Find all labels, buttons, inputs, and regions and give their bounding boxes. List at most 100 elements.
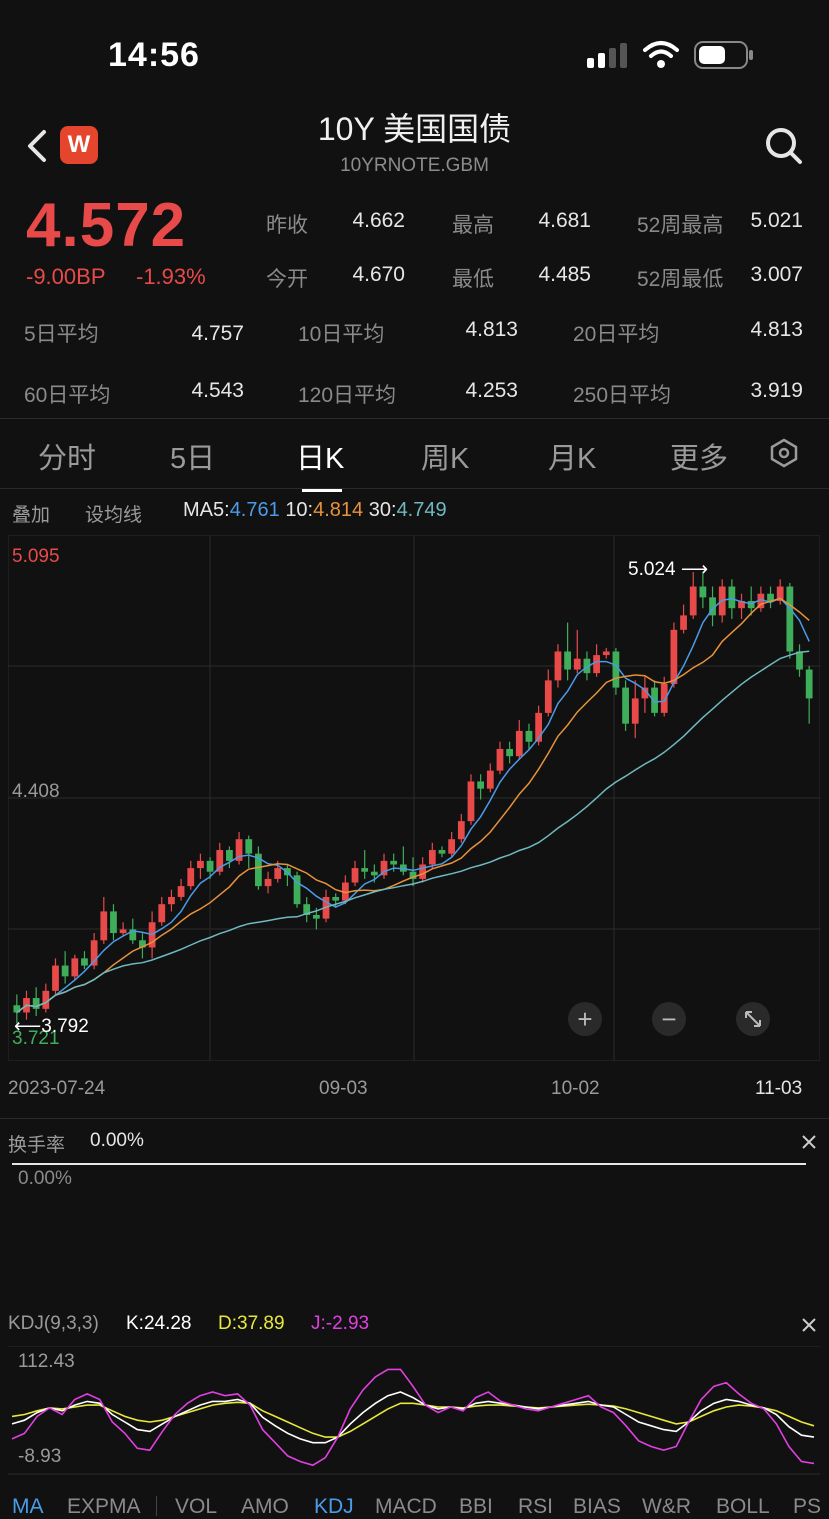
close-kdj-icon[interactable]: [800, 1316, 818, 1334]
candlestick-chart[interactable]: [8, 535, 820, 1061]
ind-tab-macd[interactable]: MACD: [375, 1495, 437, 1518]
w52-low-label: 52周最低: [637, 268, 724, 291]
overlay-button[interactable]: 叠加: [12, 505, 51, 526]
candle: [680, 604, 687, 634]
page-subtitle: 10YRNOTE.GBM: [340, 155, 489, 176]
ind-tab-wr[interactable]: W&R: [642, 1495, 691, 1518]
ma30-value: 4.749: [396, 499, 447, 521]
kdj-d-value: D:37.89: [218, 1313, 285, 1334]
candle: [486, 763, 494, 793]
y-axis-mid: 4.408: [12, 781, 60, 802]
back-icon[interactable]: [24, 128, 50, 164]
avg-5-value: 4.757: [191, 322, 244, 345]
settings-icon[interactable]: [770, 438, 798, 468]
ind-tab-expma[interactable]: EXPMA: [67, 1495, 141, 1518]
avg-120-value: 4.253: [465, 379, 518, 402]
max-marker: 5.024 ⟶: [628, 559, 709, 580]
candle: [535, 705, 542, 746]
turnover-label: 换手率: [8, 1135, 66, 1156]
ind-tab-boll[interactable]: BOLL: [716, 1495, 770, 1518]
high-value: 4.681: [538, 209, 591, 232]
tab-monthly-k[interactable]: 月K: [548, 443, 597, 475]
candle: [206, 857, 214, 879]
ma5-line: [16, 597, 810, 1014]
avg-10-value: 4.813: [465, 318, 518, 341]
page-title: 10Y 美国国债: [317, 111, 512, 147]
candle: [496, 741, 504, 775]
candle: [554, 644, 562, 688]
candle: [699, 572, 707, 609]
ind-tab-ma[interactable]: MA: [12, 1495, 44, 1518]
candle: [158, 896, 166, 926]
change-pct: -1.93%: [136, 264, 206, 289]
candle: [767, 586, 774, 609]
candle: [341, 875, 349, 905]
turnover-axis: 0.00%: [18, 1168, 72, 1189]
candle: [689, 572, 697, 620]
turnover-line: [12, 1163, 806, 1165]
candle: [544, 669, 552, 717]
y-axis-top: 5.095: [12, 546, 60, 567]
avg-20-label: 20日平均: [573, 323, 660, 346]
candle: [197, 853, 204, 879]
w52-low-value: 3.007: [750, 263, 803, 286]
zoom-out-button[interactable]: −: [652, 1002, 686, 1036]
candle: [593, 644, 600, 677]
close-turnover-icon[interactable]: [800, 1133, 818, 1151]
ma10-line: [16, 597, 810, 1014]
candle: [71, 954, 79, 980]
candle: [226, 846, 233, 869]
candle: [622, 680, 629, 731]
app-logo: W: [60, 126, 98, 164]
candle: [235, 831, 243, 865]
candle: [525, 723, 533, 749]
tab-5day[interactable]: 5日: [170, 443, 216, 475]
search-icon[interactable]: [764, 126, 804, 166]
candle: [506, 741, 514, 764]
fullscreen-button[interactable]: [736, 1002, 770, 1036]
ind-tab-bias[interactable]: BIAS: [573, 1495, 621, 1518]
tab-weekly-k[interactable]: 周K: [421, 443, 470, 475]
candle: [351, 860, 359, 887]
open-label: 今开: [266, 268, 308, 291]
candle: [42, 983, 50, 1013]
avg-10-label: 10日平均: [298, 323, 385, 346]
date-label-1: 2023-07-24: [8, 1078, 106, 1099]
tab-more[interactable]: 更多: [670, 443, 729, 475]
candle: [709, 586, 716, 627]
kdj-k-value: K:24.28: [126, 1313, 192, 1334]
ma10-value: 4.814: [313, 499, 364, 521]
kdj-d-line: [11, 1401, 815, 1438]
candle: [119, 922, 127, 937]
kdj-j-line: [11, 1368, 815, 1467]
kdj-k-line: [11, 1391, 815, 1444]
candle: [168, 889, 175, 912]
zoom-in-button[interactable]: +: [568, 1002, 602, 1036]
set-ma-button[interactable]: 设均线: [85, 505, 143, 526]
current-price: 4.572: [26, 191, 187, 260]
ind-tab-ps[interactable]: PS: [793, 1495, 822, 1518]
candle: [457, 813, 465, 843]
avg-250-value: 3.919: [750, 379, 803, 402]
w52-high-label: 52周最高: [637, 214, 724, 237]
kdj-axis-top: 112.43: [18, 1351, 75, 1372]
ind-tab-amo[interactable]: AMO: [241, 1495, 289, 1518]
tab-intraday[interactable]: 分时: [38, 443, 97, 475]
date-label-4: 11-03: [755, 1078, 803, 1099]
avg-120-label: 120日平均: [298, 384, 397, 407]
candle: [515, 720, 523, 760]
candle: [564, 622, 571, 681]
kdj-chart[interactable]: [8, 1346, 820, 1476]
ma5-value: 4.761: [229, 499, 280, 521]
candle: [61, 951, 69, 984]
ind-tab-bbi[interactable]: BBI: [459, 1495, 493, 1518]
candle: [776, 579, 784, 605]
wifi-icon: [642, 40, 680, 70]
ind-tab-vol[interactable]: VOL: [175, 1495, 218, 1518]
tab-daily-k[interactable]: 日K: [296, 443, 345, 475]
low-label: 最低: [452, 268, 494, 291]
candle: [399, 846, 407, 876]
ind-tab-rsi[interactable]: RSI: [518, 1495, 554, 1518]
ind-tab-kdj[interactable]: KDJ: [314, 1495, 354, 1518]
candle: [13, 994, 21, 1024]
